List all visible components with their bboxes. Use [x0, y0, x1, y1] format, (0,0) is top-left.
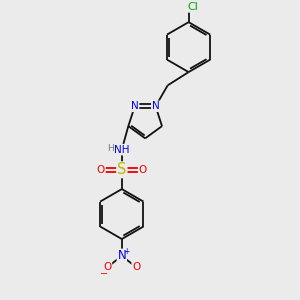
Text: N: N — [117, 249, 126, 262]
Text: Cl: Cl — [187, 2, 198, 12]
Text: O: O — [132, 262, 140, 272]
Text: NH: NH — [114, 145, 130, 154]
Text: N: N — [152, 101, 160, 111]
Text: −: − — [100, 268, 108, 279]
Text: H: H — [107, 143, 114, 152]
Text: S: S — [117, 162, 127, 177]
Text: N: N — [131, 101, 139, 111]
Text: O: O — [97, 165, 105, 175]
Text: O: O — [139, 165, 147, 175]
Text: O: O — [103, 262, 111, 272]
Text: +: + — [123, 248, 129, 256]
